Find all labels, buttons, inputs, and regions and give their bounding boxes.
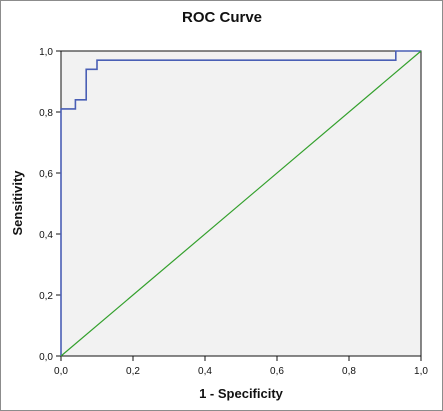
y-tick-label: 0,6 xyxy=(39,169,53,180)
chart-title: ROC Curve xyxy=(182,9,262,26)
y-tick-label: 0,8 xyxy=(39,108,53,119)
series-layer xyxy=(60,50,422,357)
x-tick-label: 0,6 xyxy=(270,366,284,377)
roc-curve-line xyxy=(60,50,421,356)
y-tick-label: 0,2 xyxy=(39,291,53,302)
x-tick-label: 0,0 xyxy=(54,366,68,377)
y-axis-label: Sensitivity xyxy=(10,170,25,236)
x-axis-label: 1 - Specificity xyxy=(199,386,284,401)
y-tick-label: 1,0 xyxy=(39,47,53,58)
y-tick-label: 0,4 xyxy=(39,230,53,241)
x-tick-label: 1,0 xyxy=(414,366,428,377)
axis-ticks: 0,0 0,2 0,4 0,6 0,8 1,0 0,0 0,2 0,4 0,6 0,8 1,0 xyxy=(39,47,428,377)
x-tick-label: 0,2 xyxy=(126,366,140,377)
x-tick-label: 0,4 xyxy=(198,366,212,377)
reference-diagonal-line xyxy=(60,50,422,357)
x-tick-label: 0,8 xyxy=(342,366,356,377)
y-tick-label: 0,0 xyxy=(39,352,53,363)
